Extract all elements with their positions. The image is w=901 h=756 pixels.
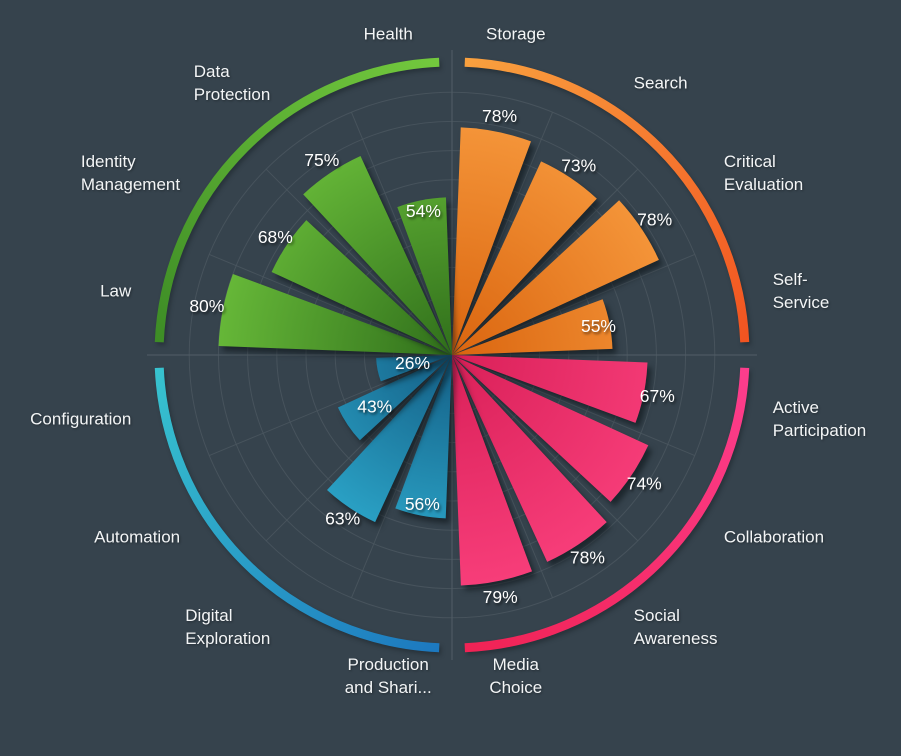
value-label-social-awareness: 78% (570, 548, 605, 568)
grid-spoke (265, 168, 453, 356)
sector-identity-management[interactable] (271, 220, 452, 355)
category-label-digital-exploration: Digital Exploration (185, 605, 271, 648)
category-label-health: Health (363, 24, 413, 44)
grid-spoke (350, 112, 453, 356)
quadrant-ring-pink (464, 367, 750, 653)
quadrant-ring-green (154, 57, 440, 343)
sector-self-service[interactable] (452, 299, 613, 355)
value-label-configuration: 26% (395, 353, 430, 373)
value-label-health: 54% (406, 201, 441, 221)
grid-spoke (451, 354, 695, 457)
grid-spoke (451, 112, 554, 356)
quadrant-ring-orange (464, 57, 750, 343)
grid-spoke (451, 168, 639, 356)
category-label-identity-management: Identity Management (80, 152, 181, 195)
category-label-search: Search (633, 73, 688, 93)
quadrant-ring-blue (154, 367, 440, 653)
sector-automation[interactable] (337, 355, 452, 441)
value-label-digital-exploration: 63% (325, 509, 360, 529)
grid-spoke (451, 354, 554, 598)
value-label-search: 73% (561, 155, 596, 175)
category-label-self-service: Self- Service (772, 270, 830, 313)
quadrant-rings (154, 57, 750, 653)
sector-storage[interactable] (452, 127, 532, 356)
grid-spoke (265, 354, 453, 542)
value-label-collaboration: 74% (627, 473, 662, 493)
category-label-active-participation: Active Participation (772, 397, 867, 440)
category-label-social-awareness: Social Awareness (633, 605, 718, 648)
category-label-data-protection: Data Protection (193, 62, 271, 105)
value-label-automation: 43% (357, 397, 392, 417)
value-label-self-service: 55% (581, 316, 616, 336)
grid-spoke (451, 354, 639, 542)
grid-spoke (350, 354, 453, 598)
sector-law[interactable] (218, 273, 452, 355)
category-label-storage: Storage (486, 24, 546, 44)
value-labels: 78% 73% 78% 55% 67% 74% 78% 79% 56% 63% 43% 26% 80% 6… (189, 106, 674, 607)
sector-collaboration[interactable] (452, 355, 649, 502)
sector-media-choice[interactable] (452, 355, 533, 586)
sector-social-awareness[interactable] (452, 355, 607, 562)
category-label-media-choice: Media Choice (489, 654, 543, 697)
value-label-active-participation: 67% (640, 386, 675, 406)
sector-data-protection[interactable] (303, 156, 452, 355)
grid-spoke (209, 354, 453, 457)
sector-configuration[interactable] (376, 355, 452, 382)
value-label-law: 80% (189, 296, 224, 316)
value-label-media-choice: 79% (483, 587, 518, 607)
category-label-law: Law (100, 281, 132, 301)
sectors (218, 127, 659, 586)
sector-digital-exploration[interactable] (327, 355, 452, 523)
value-label-production-and-shari: 56% (405, 494, 440, 514)
sector-search[interactable] (452, 161, 597, 355)
value-label-critical-evaluation: 78% (637, 210, 672, 230)
value-label-data-protection: 75% (304, 150, 339, 170)
value-label-identity-management: 68% (258, 227, 293, 247)
category-label-collaboration: Collaboration (723, 527, 825, 547)
sector-critical-evaluation[interactable] (452, 200, 659, 355)
category-label-configuration: Configuration (30, 409, 132, 429)
sector-production-and-shari[interactable] (395, 355, 452, 519)
value-label-storage: 78% (482, 106, 517, 126)
grid-spoke (451, 253, 695, 356)
category-label-production-and-shari: Production and Shari... (344, 654, 432, 697)
sector-health[interactable] (397, 197, 452, 355)
sector-active-participation[interactable] (452, 355, 648, 423)
category-label-automation: Automation (94, 527, 181, 547)
polar-grid (147, 50, 757, 660)
category-label-critical-evaluation: Critical Evaluation (723, 152, 804, 195)
grid-spoke (209, 253, 453, 356)
